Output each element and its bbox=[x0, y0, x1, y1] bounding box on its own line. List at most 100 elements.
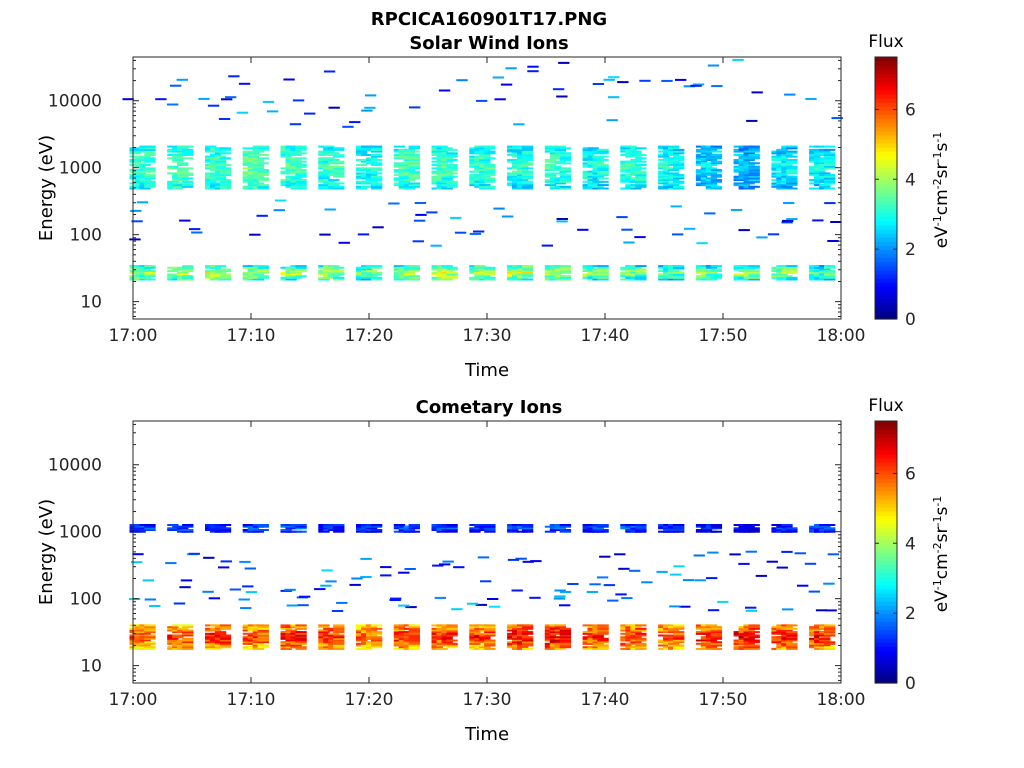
heatmap-cell bbox=[661, 79, 673, 82]
heatmap-cell bbox=[129, 266, 141, 269]
heatmap-cell bbox=[484, 632, 496, 635]
heatmap-cell bbox=[635, 157, 647, 160]
colorbar-gradient bbox=[875, 57, 897, 320]
heatmap-cell bbox=[484, 268, 496, 271]
heatmap-cell bbox=[738, 148, 750, 151]
heatmap-cell bbox=[446, 172, 458, 175]
heatmap-cell bbox=[257, 271, 269, 274]
x-tick-label: 17:30 bbox=[463, 690, 512, 710]
heatmap-cell bbox=[474, 174, 486, 177]
heatmap-cell bbox=[621, 597, 633, 600]
heatmap-cell bbox=[370, 273, 383, 276]
heatmap-cell bbox=[142, 579, 155, 582]
heatmap-cell bbox=[695, 626, 708, 629]
heatmap-cell bbox=[398, 604, 410, 607]
heatmap-cell bbox=[333, 169, 345, 171]
colorbar-cell bbox=[875, 506, 897, 512]
heatmap-cell bbox=[446, 268, 458, 271]
heatmap-cell bbox=[824, 275, 836, 278]
heatmap-cell bbox=[182, 157, 194, 160]
heatmap-cell bbox=[262, 100, 275, 103]
heatmap-cell bbox=[446, 169, 458, 171]
heatmap-cell bbox=[380, 574, 392, 577]
heatmap-cell bbox=[320, 584, 332, 587]
heatmap-cell bbox=[469, 644, 481, 647]
heatmap-cell bbox=[441, 177, 453, 180]
heatmap-cell bbox=[635, 160, 647, 163]
heatmap-cell bbox=[370, 530, 383, 533]
heatmap-cell bbox=[745, 606, 757, 609]
heatmap-cell bbox=[521, 180, 534, 183]
heatmap-cell bbox=[544, 184, 557, 187]
heatmap-cell bbox=[673, 177, 685, 180]
heatmap-cell bbox=[824, 179, 836, 182]
heatmap-cell bbox=[214, 150, 227, 153]
heatmap-cell bbox=[559, 265, 572, 268]
heatmap-cell bbox=[441, 637, 453, 640]
heatmap-cell bbox=[177, 273, 189, 276]
heatmap-cell bbox=[408, 265, 420, 268]
heatmap-cell bbox=[134, 270, 146, 273]
panel-title: Cometary Ions bbox=[416, 397, 563, 418]
heatmap-cell bbox=[408, 276, 420, 279]
heatmap-cell bbox=[673, 634, 685, 637]
heatmap-cell bbox=[554, 160, 567, 163]
heatmap-cell bbox=[668, 145, 680, 148]
heatmap-cell bbox=[144, 150, 156, 153]
heatmap-cell bbox=[356, 187, 368, 190]
heatmap-cell bbox=[597, 647, 609, 650]
heatmap-cell bbox=[673, 148, 685, 151]
heatmap-cell bbox=[582, 270, 594, 273]
heatmap-cell bbox=[469, 642, 481, 645]
heatmap-cell bbox=[453, 566, 465, 569]
heatmap-cell bbox=[177, 527, 189, 530]
heatmap-cell bbox=[668, 169, 680, 171]
heatmap-cell bbox=[824, 270, 836, 273]
heatmap-cell bbox=[819, 268, 831, 271]
heatmap-cell bbox=[129, 160, 141, 163]
heatmap-cell bbox=[748, 179, 760, 182]
heatmap-cell bbox=[710, 647, 723, 650]
heatmap-cell bbox=[295, 152, 307, 155]
heatmap-cell bbox=[776, 265, 788, 268]
heatmap-cell bbox=[786, 646, 798, 649]
heatmap-cell bbox=[597, 172, 609, 175]
heatmap-cell bbox=[587, 273, 599, 276]
heatmap-cell bbox=[484, 527, 496, 530]
heatmap-cell bbox=[144, 182, 156, 185]
heatmap-cell bbox=[587, 179, 599, 182]
heatmap-cell bbox=[786, 268, 798, 271]
colorbar-cell bbox=[875, 282, 897, 287]
heatmap-cell bbox=[559, 525, 572, 528]
heatmap-cell bbox=[479, 184, 491, 187]
colorbar-cell bbox=[875, 609, 897, 614]
heatmap-cell bbox=[446, 524, 458, 526]
heatmap-cell bbox=[290, 162, 302, 165]
heatmap-cell bbox=[134, 627, 146, 630]
heatmap-cell bbox=[179, 586, 191, 589]
heatmap-cell bbox=[484, 164, 496, 166]
heatmap-cell bbox=[205, 145, 217, 148]
heatmap-cell bbox=[176, 78, 188, 81]
heatmap-cell bbox=[219, 273, 232, 276]
heatmap-cell bbox=[484, 152, 496, 155]
heatmap-cell bbox=[149, 605, 161, 607]
colorbar-cell bbox=[875, 93, 897, 99]
heatmap-cell bbox=[625, 145, 637, 148]
heatmap-cell bbox=[556, 218, 568, 220]
heatmap-cell bbox=[129, 182, 141, 185]
heatmap-cell bbox=[290, 177, 302, 180]
heatmap-cell bbox=[441, 278, 453, 281]
heatmap-cell bbox=[559, 175, 572, 178]
heatmap-cell bbox=[370, 175, 383, 178]
heatmap-cell bbox=[824, 529, 836, 531]
colorbar-cell bbox=[875, 102, 897, 107]
heatmap-cell bbox=[669, 605, 681, 608]
colorbar-cell bbox=[875, 519, 897, 524]
heatmap-cell bbox=[587, 182, 599, 185]
heatmap-cell bbox=[786, 530, 798, 533]
heatmap-cell bbox=[748, 273, 760, 276]
heatmap-cell bbox=[781, 154, 793, 156]
heatmap-cell bbox=[436, 162, 448, 165]
